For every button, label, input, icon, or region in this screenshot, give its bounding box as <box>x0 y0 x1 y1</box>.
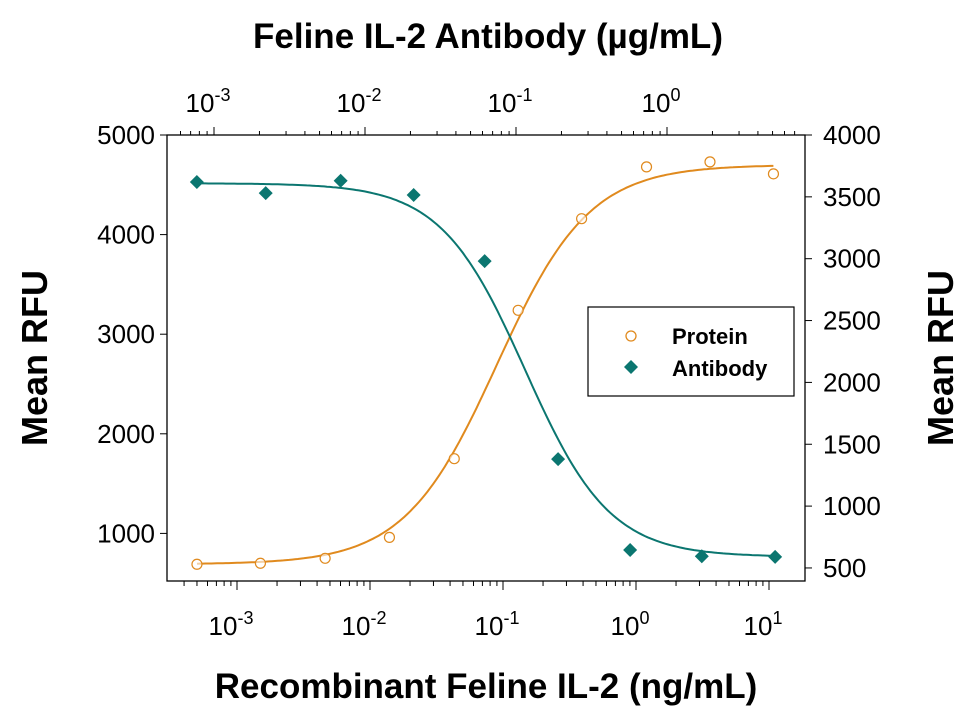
protein-point <box>319 552 331 564</box>
protein-point <box>704 156 716 168</box>
antibody-point <box>189 175 204 190</box>
legend-antibody-marker-icon <box>624 360 638 374</box>
protein-point <box>576 213 588 225</box>
right-y-tick-label: 1500 <box>823 429 881 459</box>
protein-point <box>191 558 203 570</box>
fit-curves <box>196 164 776 565</box>
bottom-axis-title: Recombinant Feline IL-2 (ng/mL) <box>215 667 758 706</box>
protein-point <box>767 168 780 180</box>
bottom-x-tick-label: 101 <box>744 608 783 641</box>
left-y-axis-title: Mean RFU <box>14 270 55 446</box>
protein-point <box>383 531 396 543</box>
bottom-x-tick-label: 10-1 <box>475 608 520 641</box>
right-y-tick-label: 3000 <box>823 244 881 274</box>
legend-protein-marker-icon <box>625 330 637 342</box>
legend-antibody-label: Antibody <box>672 356 768 381</box>
right-y-tick-label: 2500 <box>823 306 881 336</box>
antibody-point <box>258 186 273 201</box>
antibody-fit-curve <box>196 182 776 557</box>
protein-point <box>512 304 524 316</box>
protein-point <box>448 453 460 465</box>
legend-box <box>587 306 795 397</box>
protein-fit-curve <box>196 164 774 565</box>
top-x-tick-label: 10-2 <box>337 85 382 118</box>
right-y-axis-title: Mean RFU <box>920 270 961 446</box>
right-y-tick-label: 4000 <box>823 120 881 150</box>
antibody-point <box>768 549 783 564</box>
protein-point <box>640 161 653 173</box>
right-y-tick-label: 3500 <box>823 182 881 212</box>
right-y-tick-label: 500 <box>823 553 866 583</box>
left-y-tick-label: 2000 <box>97 419 155 449</box>
legend: Protein Antibody <box>587 306 795 397</box>
antibody-point <box>623 543 638 558</box>
antibody-point <box>694 549 709 564</box>
left-y-tick-label: 3000 <box>97 319 155 349</box>
right-y-tick-label: 2000 <box>823 367 881 397</box>
left-y-tick-label: 5000 <box>97 120 155 150</box>
top-x-tick-label: 100 <box>642 85 681 118</box>
data-points <box>189 156 783 570</box>
bottom-x-tick-label: 100 <box>611 608 650 641</box>
top-axis-title: Feline IL-2 Antibody (µg/mL) <box>253 17 723 56</box>
left-y-tick-label: 1000 <box>97 518 155 548</box>
protein-point <box>254 557 267 569</box>
right-y-tick-label: 1000 <box>823 491 881 521</box>
bottom-x-tick-label: 10-2 <box>342 608 387 641</box>
antibody-point <box>477 254 492 269</box>
antibody-point <box>551 452 566 467</box>
antibody-point <box>333 173 348 188</box>
antibody-point <box>406 187 421 202</box>
legend-protein-label: Protein <box>672 324 748 349</box>
top-x-tick-label: 10-1 <box>488 85 533 118</box>
plot-axes: 10-3 10-2 10-1 100 101 10-3 10-2 10-1 100 1000 200… <box>97 85 881 641</box>
plot-frame <box>166 134 806 582</box>
left-y-tick-label: 4000 <box>97 220 155 250</box>
top-x-tick-label: 10-3 <box>186 85 231 118</box>
bottom-x-tick-label: 10-3 <box>209 608 254 641</box>
